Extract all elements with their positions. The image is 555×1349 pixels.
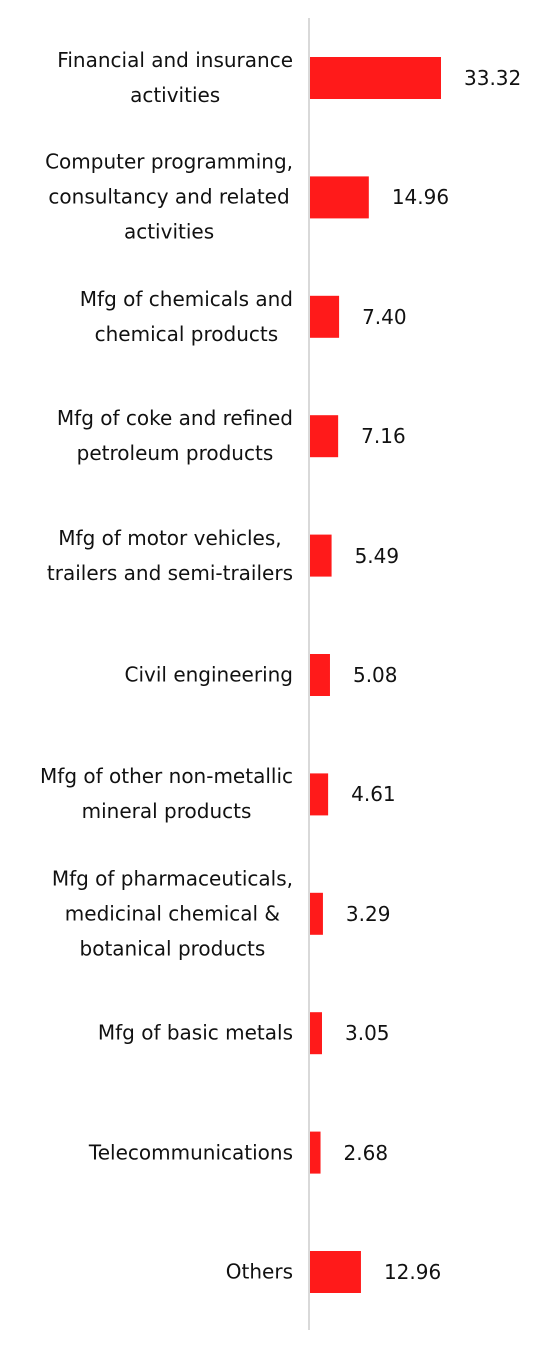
category-label: Mfg of motor vehicles, trailers and semi… (46, 525, 293, 585)
value-label: 3.29 (345, 901, 391, 926)
value-label: 3.05 (344, 1021, 390, 1046)
category-label: Civil engineering (124, 662, 294, 687)
value-label: 14.96 (391, 185, 450, 210)
category-label: Financial and insurance activities (57, 48, 293, 107)
bar (310, 176, 369, 219)
value-label: 4.61 (351, 782, 396, 807)
bar (310, 57, 441, 99)
category-label: Computer programming, consultancy and re… (45, 149, 293, 244)
category-label: Mfg of coke and refined petroleum produc… (56, 406, 293, 466)
bar (310, 654, 330, 696)
category-label: Mfg of chemicals and chemical products (79, 286, 293, 346)
category-label: Mfg of pharmaceuticals, medicinal chemic… (51, 866, 293, 961)
category-label: Mfg of basic metals (97, 1020, 293, 1045)
bar (310, 1012, 322, 1055)
category-label: Others (225, 1259, 293, 1284)
value-label: 33.32 (464, 66, 522, 90)
category-label: Mfg of other non-metallic mineral produc… (40, 764, 293, 824)
value-label: 2.68 (343, 1140, 389, 1165)
value-label: 7.40 (362, 304, 407, 329)
value-label: 7.16 (361, 424, 406, 449)
bar (310, 892, 323, 935)
category-label: Telecommunications (88, 1140, 293, 1165)
bar (310, 773, 329, 816)
bar (310, 415, 339, 458)
bar (310, 295, 340, 338)
value-label: 5.49 (354, 543, 400, 568)
value-label: 5.08 (352, 663, 398, 687)
value-label: 12.96 (383, 1260, 442, 1284)
bar (310, 534, 332, 577)
bar (310, 1251, 361, 1293)
bar (310, 1131, 321, 1174)
